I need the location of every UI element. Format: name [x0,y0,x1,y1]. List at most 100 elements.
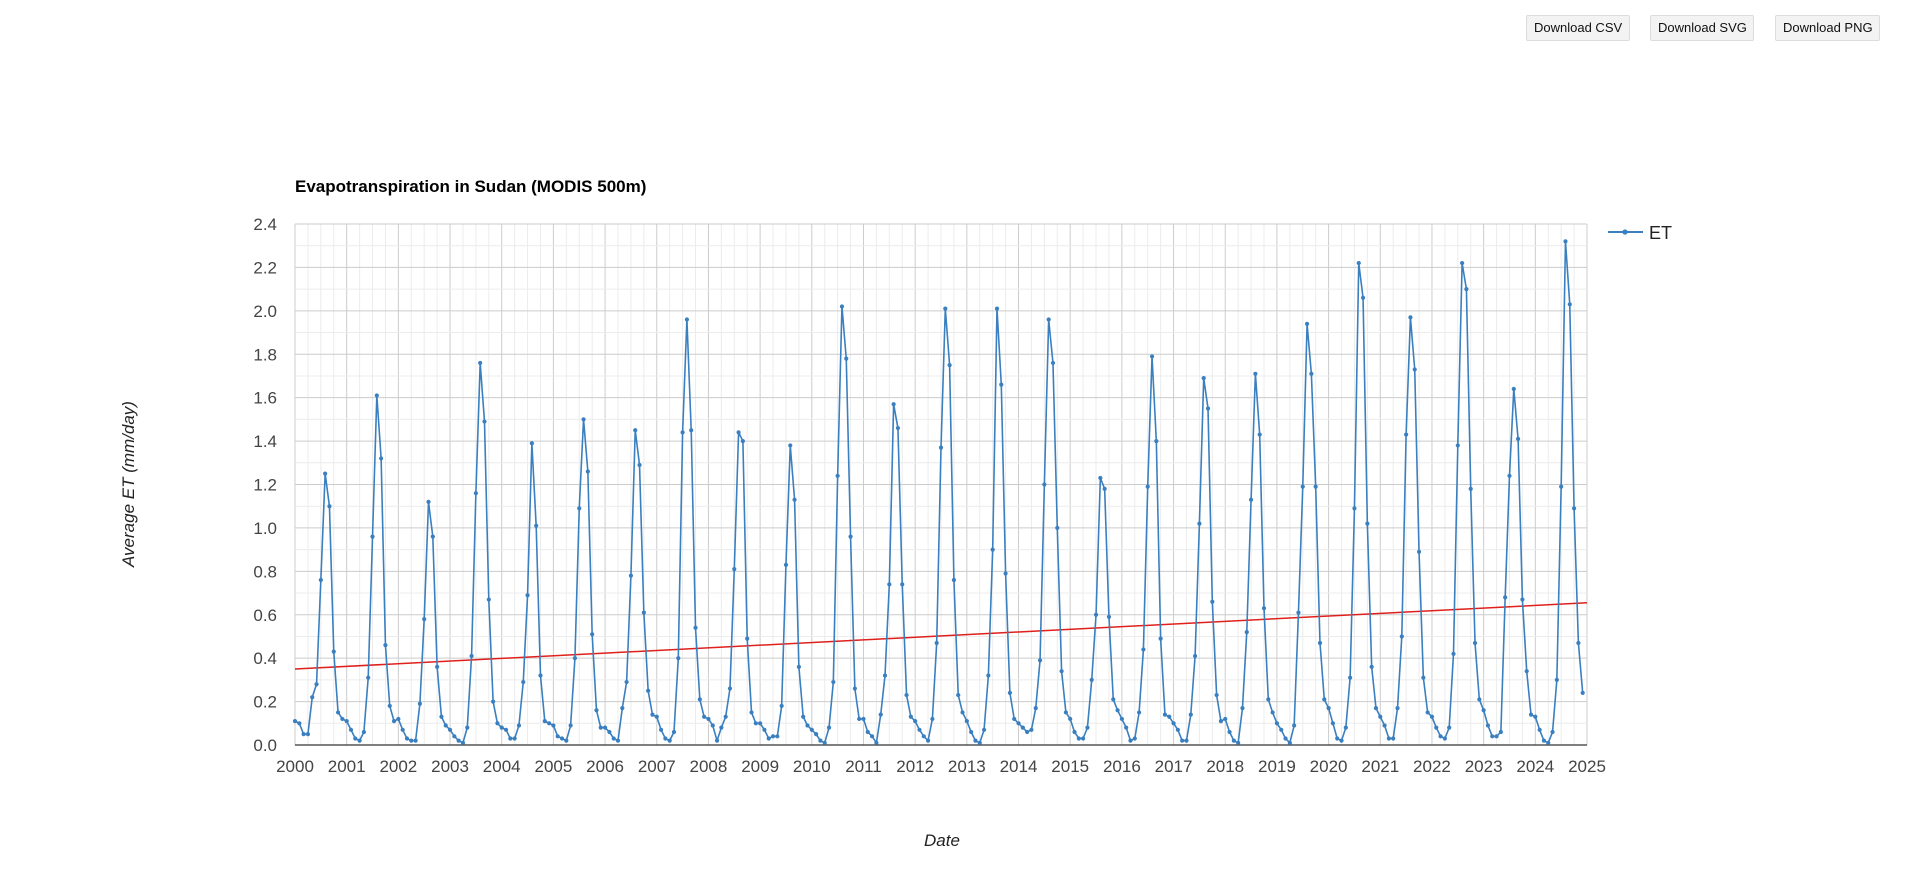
et-data-point [1559,484,1564,489]
et-data-point [938,445,944,450]
et-data-point [633,428,638,433]
et-data-point [1266,697,1271,702]
et-data-point [650,712,655,717]
et-data-point [689,428,694,433]
et-data-point [1330,721,1336,726]
x-tick-label: 2014 [1000,757,1038,776]
et-data-point [1227,729,1232,735]
et-data-point [1399,634,1404,639]
et-data-point [426,499,431,504]
et-data-point [1571,506,1577,511]
et-data-point [1339,738,1344,743]
download-csv-button[interactable]: Download CSV [1526,15,1630,41]
et-data-point [1481,708,1486,713]
et-data-point [1188,712,1193,717]
et-data-point [594,708,599,713]
et-data-point [1192,653,1198,659]
y-axis-ticks: 0.0 0.2 0.4 0.6 0.8 1.0 1.2 1.4 1.6 1.8 2.0 2.2 2.4 [253,215,277,755]
et-data-point [1546,740,1551,745]
et-data-point [447,727,453,732]
et-data-point [1050,360,1056,366]
et-series-layer [292,239,1585,745]
et-data-point [1020,725,1025,730]
et-data-point [680,430,685,435]
et-data-point [452,734,457,739]
et-data-point [1541,738,1547,743]
et-data-point [1132,736,1137,741]
et-data-point [1447,725,1452,730]
et-data-point [1158,636,1163,641]
download-png-button[interactable]: Download PNG [1775,15,1880,41]
et-data-point [702,714,707,719]
et-data-point [353,736,358,741]
et-data-point [960,710,965,715]
et-data-point [783,562,789,567]
et-data-point [1098,475,1103,481]
et-data-point [839,304,845,309]
et-data-point [956,692,961,698]
y-tick-label: 0.2 [253,693,277,712]
et-data-point [1171,721,1176,726]
x-tick-label: 2018 [1206,757,1244,776]
et-data-point [727,686,733,691]
et-data-point [1438,734,1443,739]
et-data-point [831,679,836,685]
et-data-point [1348,675,1353,680]
et-data-point [1391,736,1396,741]
x-tick-label: 2000 [276,757,314,776]
et-data-point [521,679,526,685]
et-data-point [525,593,530,598]
et-data-point [1033,706,1038,711]
x-tick-label: 2017 [1155,757,1193,776]
et-data-point [422,616,427,622]
et-data-point [396,716,401,722]
et-data-point [344,719,349,724]
download-svg-button[interactable]: Download SVG [1650,15,1754,41]
et-data-point [417,701,422,706]
et-data-point [1248,497,1254,502]
et-data-point [1369,664,1374,669]
et-data-point [874,740,879,745]
et-data-point [869,734,875,739]
et-data-point [590,632,595,637]
et-data-point [538,673,543,678]
et-data-point [740,438,745,444]
x-tick-label: 2020 [1310,757,1348,776]
et-data-point [792,497,797,502]
et-data-point [1503,595,1508,600]
et-data-point [486,597,491,602]
et-data-point [327,504,332,509]
et-data-point [732,567,737,572]
x-tick-label: 2025 [1568,757,1606,776]
et-data-point [1261,606,1267,611]
et-data-point [706,716,711,722]
et-data-point [1485,723,1491,728]
et-data-point [745,636,750,641]
et-data-point [314,682,319,687]
et-data-point [1124,725,1129,730]
et-data-point [456,738,461,743]
et-data-point [1201,376,1206,381]
et-data-point [1149,354,1155,359]
et-data-point [1292,723,1297,728]
et-data-point [1141,647,1146,652]
et-data-point [1063,710,1068,715]
et-data-point [1382,723,1387,728]
et-data-point [361,729,367,735]
et-data-point [693,625,698,630]
y-tick-label: 2.4 [253,215,277,234]
et-data-point [857,716,862,722]
et-data-point [1313,484,1318,489]
y-tick-label: 0.4 [253,649,277,668]
et-data-point [1404,432,1409,437]
et-data-point [964,719,969,724]
et-data-point [1093,612,1099,617]
et-data-point [551,723,556,728]
et-data-point [796,664,801,669]
et-data-point [379,456,384,461]
et-data-point [788,443,793,448]
et-data-point [555,734,560,739]
et-data-point [310,695,315,700]
et-data-point [1007,690,1013,696]
et-data-point [460,740,466,745]
